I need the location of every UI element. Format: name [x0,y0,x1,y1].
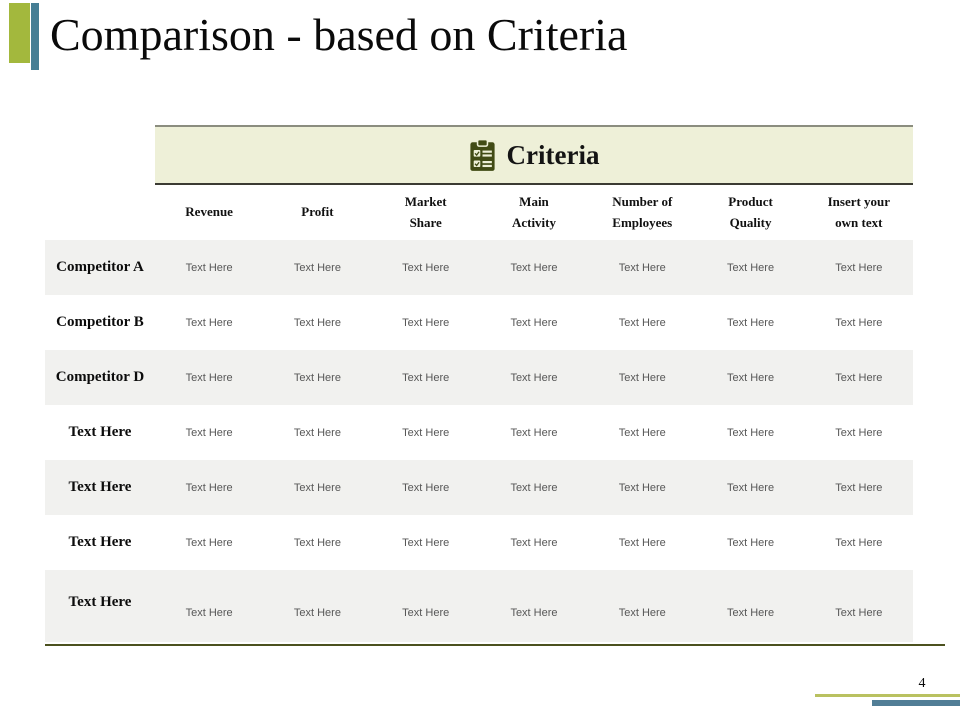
table-cell: Text Here [402,607,450,619]
column-header-label: Profit [301,204,334,220]
table-cell: Text Here [185,426,233,439]
table-cell: Text Here [727,536,775,549]
row-label: Competitor A [56,259,144,275]
table-cell: Text Here [618,607,666,619]
table-cell: Text Here [402,371,450,384]
table-row: Text Here Text Here Text Here Text Here … [45,405,913,460]
footer-accent-line-olive [815,694,960,697]
row-label: Text Here [68,424,132,440]
column-header-label: Revenue [185,204,233,220]
table-row: Text Here Text Here Text Here Text Here … [45,460,913,515]
table-cell: Text Here [618,316,666,329]
table-cell: Text Here [727,371,775,384]
table-row: Text Here Text Here Text Here Text Here … [45,570,913,642]
table-cell: Text Here [185,261,233,274]
table-cell: Text Here [727,426,775,439]
table-cell: Text Here [727,607,775,619]
table-cell: Text Here [293,371,341,384]
table-body: Competitor A Text Here Text Here Text He… [45,240,913,642]
column-header-label: Number of Employees [612,194,673,230]
table-cell: Text Here [510,536,558,549]
page-title: Comparison - based on Criteria [50,9,628,60]
table-row: Text Here Text Here Text Here Text Here … [45,515,913,570]
row-label: Competitor D [55,369,145,385]
table-cell: Text Here [293,607,341,619]
table-cell: Text Here [835,536,883,549]
table-cell: Text Here [835,261,883,274]
table-row: Competitor D Text Here Text Here Text He… [45,350,913,405]
table-cell: Text Here [618,536,666,549]
title-accent-bar-green [9,3,30,63]
table-cell: Text Here [510,607,558,619]
column-header-label: Insert your own text [827,194,891,230]
table-cell: Text Here [402,536,450,549]
table-row: Competitor B Text Here Text Here Text He… [45,295,913,350]
table-title-band: Criteria [155,125,913,185]
column-header-label: Main Activity [511,194,556,230]
table-cell: Text Here [402,426,450,439]
table-cell: Text Here [727,481,775,494]
footer-accent-bar-teal [872,700,960,706]
table-cell: Text Here [185,481,233,494]
title-accent-bar-teal [31,3,39,70]
table-cell: Text Here [293,536,341,549]
table-bottom-rule [45,644,945,646]
table-cell: Text Here [835,371,883,384]
table-cell: Text Here [618,426,666,439]
table-cell: Text Here [185,316,233,329]
table-cell: Text Here [402,261,450,274]
table-cell: Text Here [835,607,883,619]
table-cell: Text Here [293,481,341,494]
row-label: Text Here [68,593,132,610]
row-label: Competitor B [56,314,144,330]
page-number: 4 [918,676,926,691]
table-cell: Text Here [185,371,233,384]
table-cell: Text Here [510,371,558,384]
table-cell: Text Here [402,316,450,329]
table-row: Competitor A Text Here Text Here Text He… [45,240,913,295]
table-cell: Text Here [835,316,883,329]
column-header-label: Market Share [404,194,447,230]
table-cell: Text Here [402,481,450,494]
column-header-market-share: Market Share [372,185,480,240]
table-cell: Text Here [618,481,666,494]
column-header-number-of-employees: Number of Employees [588,185,696,240]
column-header-insert-your-own-text: Insert your own text [805,185,913,240]
column-header-label: Product Quality [728,194,773,230]
table-title: Criteria [506,139,600,170]
table-cell: Text Here [618,371,666,384]
clipboard-checklist-icon [469,138,496,172]
table-cell: Text Here [510,481,558,494]
row-label: Text Here [68,534,132,550]
table-cell: Text Here [727,316,775,329]
column-header-row: Revenue Profit Market Share Main Activit… [155,185,913,240]
table-cell: Text Here [835,481,883,494]
table-cell: Text Here [835,426,883,439]
row-label: Text Here [68,479,132,495]
table-cell: Text Here [185,607,233,619]
table-cell: Text Here [510,261,558,274]
table-cell: Text Here [510,316,558,329]
column-header-profit: Profit [263,185,371,240]
table-cell: Text Here [293,316,341,329]
table-cell: Text Here [293,261,341,274]
column-header-revenue: Revenue [155,185,263,240]
column-header-main-activity: Main Activity [480,185,588,240]
column-header-product-quality: Product Quality [696,185,804,240]
table-cell: Text Here [727,261,775,274]
table-cell: Text Here [185,536,233,549]
table-cell: Text Here [618,261,666,274]
table-cell: Text Here [510,426,558,439]
table-cell: Text Here [293,426,341,439]
